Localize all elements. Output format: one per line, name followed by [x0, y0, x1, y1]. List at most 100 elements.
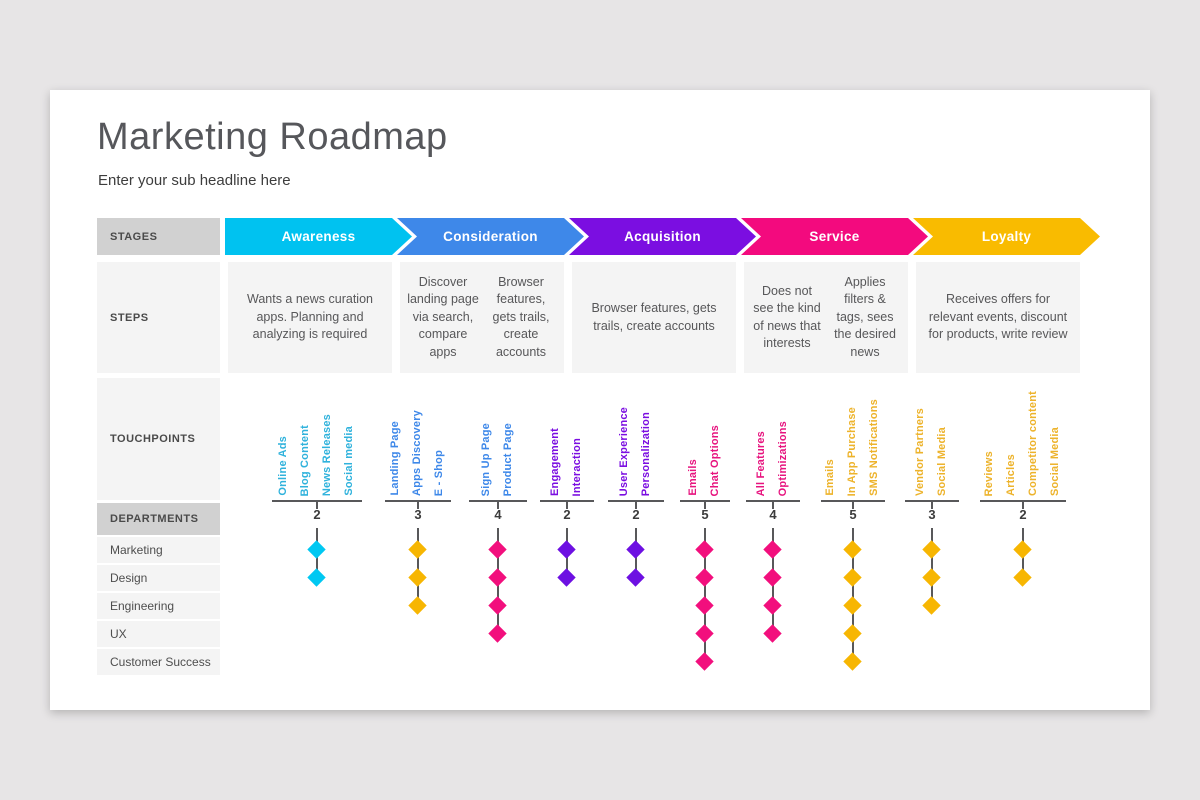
step-text: Applies filters & tags, sees the desired… [834, 274, 896, 359]
bracket-tick [417, 500, 419, 509]
touchpoint-count: 4 [769, 507, 777, 522]
steps-cell-loyalty: Receives offers for relevant events, dis… [916, 262, 1080, 373]
step-text: Wants a news curation apps. Planning and… [247, 292, 373, 342]
marker-stem-line [931, 528, 933, 606]
department-row-engineering: Engineering [97, 593, 220, 619]
touchpoint-count: 3 [414, 507, 422, 522]
stage-label: Awareness [281, 229, 356, 244]
step-text: Receives offers for relevant events, dis… [928, 292, 1068, 342]
marker-stem-line [704, 528, 706, 662]
row-header-steps: STEPS [97, 262, 220, 373]
touchpoint-count: 2 [632, 507, 640, 522]
department-marker-diamond [843, 540, 862, 559]
touchpoint-label: Apps Discovery [411, 410, 423, 496]
group-bracket [272, 500, 362, 502]
touchpoint-count: 2 [1019, 507, 1027, 522]
touchpoint-group-4: Engagement Interaction 2 [457, 90, 677, 710]
touchpoint-label: Social Media [1049, 426, 1061, 496]
stage-arrows-row: Awareness Consideration Acquisition Service… [225, 218, 1100, 255]
marker-stem-line [497, 528, 499, 634]
department-marker-diamond [695, 652, 714, 671]
department-marker-diamond [626, 568, 645, 587]
touchpoint-label: Optimizations [777, 420, 789, 496]
steps-cell-acquisition: Browser features, gets trails, create ac… [572, 262, 736, 373]
step-text: Browser features, gets trails, create ac… [492, 274, 550, 359]
department-marker-diamond [488, 540, 507, 559]
touchpoint-label: Social Media [936, 426, 948, 496]
stage-label: Acquisition [624, 229, 701, 244]
marker-stem-line [635, 528, 637, 578]
touchpoint-group-6: Emails Chat Options 5 [595, 90, 815, 710]
touchpoint-label: In App Purchase [846, 406, 858, 496]
touchpoint-label: Chat Options [709, 424, 721, 496]
department-marker-diamond [488, 568, 507, 587]
touchpoint-group-9: Vendor Partners Social Media 3 [822, 90, 1042, 710]
department-marker-diamond [307, 540, 326, 559]
department-marker-diamond [557, 568, 576, 587]
department-row-marketing: Marketing [97, 537, 220, 563]
marker-stem-line [852, 528, 854, 662]
marker-stem-line [566, 528, 568, 578]
touchpoint-label: Online Ads [277, 436, 289, 496]
step-text: Browser features, gets trails, create ac… [591, 301, 717, 333]
touchpoint-count: 2 [313, 507, 321, 522]
group-bracket [540, 500, 594, 502]
bracket-tick [704, 500, 706, 509]
group-bracket [680, 500, 730, 502]
step-text: Discover landing page via search, compar… [407, 274, 479, 359]
touchpoint-label: Interaction [571, 437, 583, 496]
touchpoint-label: Reviews [983, 450, 995, 496]
touchpoint-group-2: Landing Page Apps Discovery E - Shop 3 [308, 90, 528, 710]
department-marker-diamond [408, 596, 427, 615]
department-marker-diamond [922, 596, 941, 615]
department-marker-diamond [843, 568, 862, 587]
department-marker-diamond [763, 596, 782, 615]
touchpoint-group-8: Emails In App Purchase SMS Notifications 5 [743, 90, 963, 710]
group-bracket [980, 500, 1066, 502]
touchpoint-group-7: All Features Optimizations 4 [663, 90, 883, 710]
stage-arrow-service: Service [741, 218, 928, 255]
department-marker-diamond [922, 568, 941, 587]
department-marker-diamond [763, 540, 782, 559]
touchpoint-label: Vendor Partners [914, 408, 926, 496]
department-marker-diamond [626, 540, 645, 559]
stage-label: Consideration [443, 229, 538, 244]
group-bracket [821, 500, 885, 502]
page-subtitle: Enter your sub headline here [98, 172, 291, 189]
department-marker-diamond [408, 568, 427, 587]
steps-cell-service: Does not see the kind of news that inter… [744, 262, 908, 373]
page-title: Marketing Roadmap [97, 116, 448, 158]
department-marker-diamond [1013, 568, 1032, 587]
stage-label: Service [809, 229, 860, 244]
slide-card: Marketing Roadmap Enter your sub headlin… [50, 90, 1150, 710]
touchpoint-label: User Experience [618, 406, 630, 496]
department-marker-diamond [557, 540, 576, 559]
touchpoint-label: E - Shop [433, 449, 445, 496]
touchpoint-label: Engagement [549, 427, 561, 496]
department-row-customer-success: Customer Success [97, 649, 220, 675]
touchpoint-label: SMS Notifications [868, 399, 880, 496]
touchpoint-count: 3 [928, 507, 936, 522]
bracket-tick [772, 500, 774, 509]
touchpoint-label: Emails [824, 459, 836, 496]
stage-label: Loyalty [981, 229, 1032, 244]
group-bracket [385, 500, 451, 502]
touchpoint-label: Articles [1005, 454, 1017, 496]
marker-stem-line [1022, 528, 1024, 578]
group-bracket [746, 500, 800, 502]
department-marker-diamond [488, 624, 507, 643]
department-marker-diamond [695, 596, 714, 615]
touchpoint-group-5: User Experience Personalization 2 [526, 90, 746, 710]
department-marker-diamond [695, 568, 714, 587]
stage-arrow-acquisition: Acquisition [569, 218, 756, 255]
touchpoint-label: Emails [687, 459, 699, 496]
touchpoint-label: Sign Up Page [480, 422, 492, 496]
bracket-tick [566, 500, 568, 509]
touchpoint-label: Product Page [502, 422, 514, 496]
department-row-ux: UX [97, 621, 220, 647]
bracket-tick [497, 500, 499, 509]
touchpoint-group-10: Reviews Articles Competitor content Social … [913, 90, 1133, 710]
touchpoint-count: 5 [701, 507, 709, 522]
group-bracket [469, 500, 527, 502]
